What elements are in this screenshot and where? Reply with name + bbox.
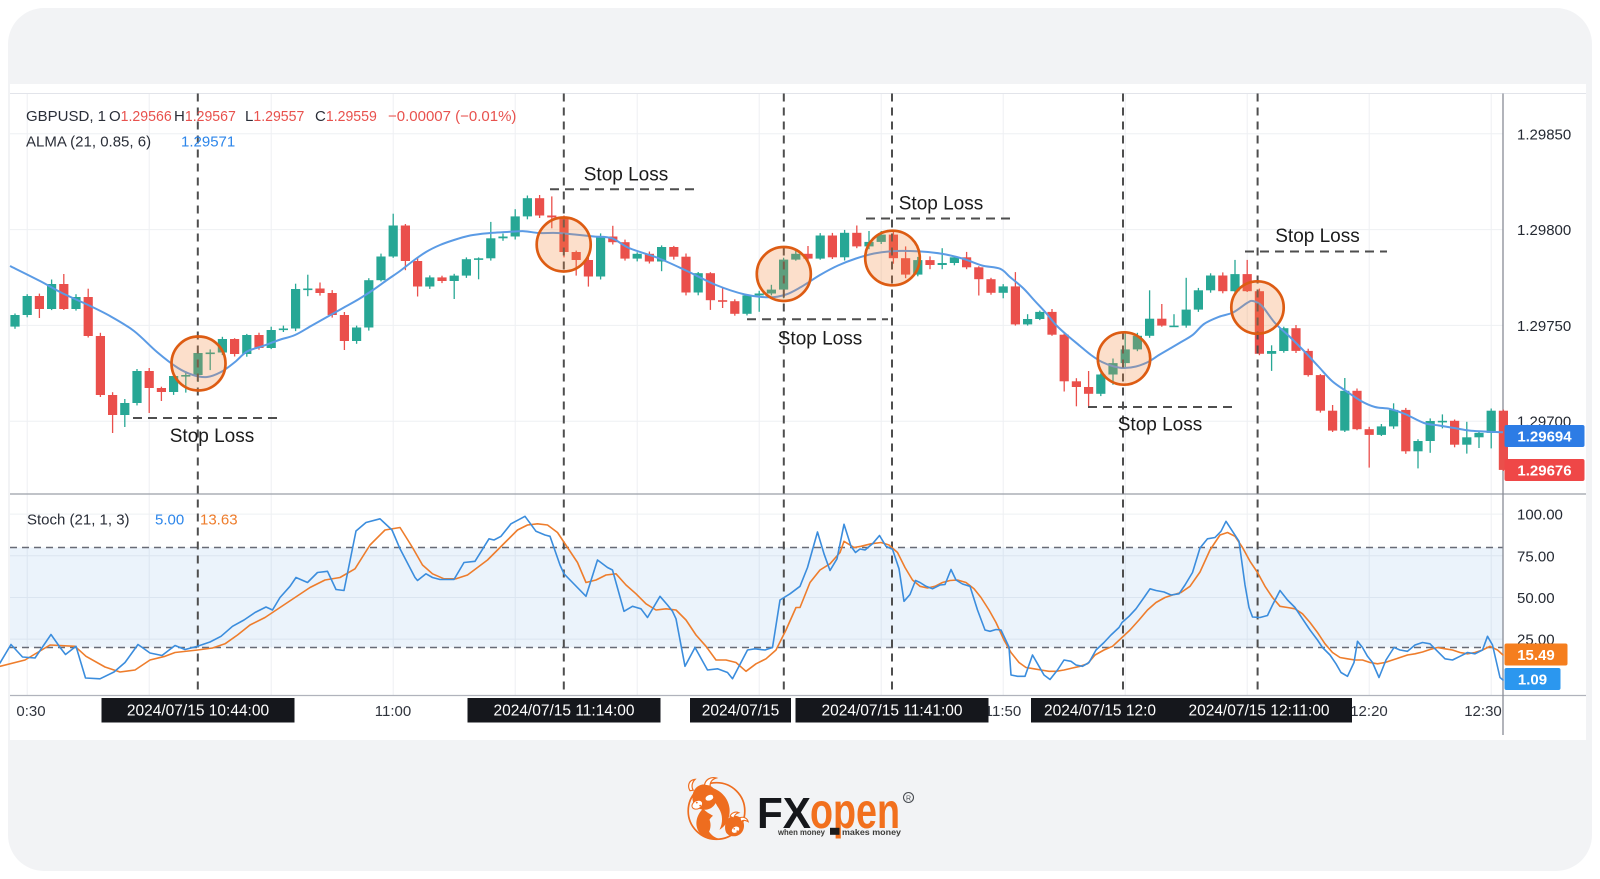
svg-text:open: open xyxy=(810,783,900,839)
svg-text:1.29800: 1.29800 xyxy=(1517,222,1571,239)
svg-text:2024/07/15 11:41:00: 2024/07/15 11:41:00 xyxy=(821,703,962,720)
svg-text:75.00: 75.00 xyxy=(1517,548,1555,565)
svg-text:R: R xyxy=(906,795,911,802)
svg-text:11:00: 11:00 xyxy=(375,703,411,720)
svg-text:makes money: makes money xyxy=(842,828,902,837)
svg-text:1.29676: 1.29676 xyxy=(1517,463,1571,480)
svg-text:2024/07/15 10:44:00: 2024/07/15 10:44:00 xyxy=(127,703,270,720)
svg-text:Stop Loss: Stop Loss xyxy=(899,194,984,215)
svg-text:12:30: 12:30 xyxy=(1464,703,1502,720)
svg-text:Stop Loss: Stop Loss xyxy=(584,165,669,186)
svg-text:Stop Loss: Stop Loss xyxy=(1118,415,1203,436)
svg-text:2024/07/15 12:11:00: 2024/07/15 12:11:00 xyxy=(1188,703,1329,720)
svg-text:1.29750: 1.29750 xyxy=(1517,318,1571,335)
svg-text:1.29850: 1.29850 xyxy=(1517,126,1571,143)
svg-text:Stop Loss: Stop Loss xyxy=(1275,226,1360,247)
svg-text:50.00: 50.00 xyxy=(1517,590,1555,607)
svg-text:ALMA (21, 0.85, 6)1.29571: ALMA (21, 0.85, 6) 1.29571 xyxy=(26,134,235,151)
svg-text:100.00: 100.00 xyxy=(1517,507,1563,524)
svg-text:15.49: 15.49 xyxy=(1517,647,1555,664)
svg-text:2024/07/15 12:0: 2024/07/15 12:0 xyxy=(1044,703,1156,720)
svg-text:FX: FX xyxy=(757,789,811,838)
svg-text:when money: when money xyxy=(777,828,826,837)
svg-text:Stop Loss: Stop Loss xyxy=(778,329,863,350)
svg-text:1.29694: 1.29694 xyxy=(1517,429,1572,446)
svg-text:0:30: 0:30 xyxy=(16,703,45,720)
svg-text:12:20: 12:20 xyxy=(1350,703,1388,720)
svg-text:1.09: 1.09 xyxy=(1518,672,1547,689)
svg-text:Stop Loss: Stop Loss xyxy=(170,426,255,447)
svg-text:2024/07/15 11:14:00: 2024/07/15 11:14:00 xyxy=(493,703,634,720)
svg-text:2024/07/15: 2024/07/15 xyxy=(702,703,780,720)
svg-text:11:50: 11:50 xyxy=(985,703,1021,720)
